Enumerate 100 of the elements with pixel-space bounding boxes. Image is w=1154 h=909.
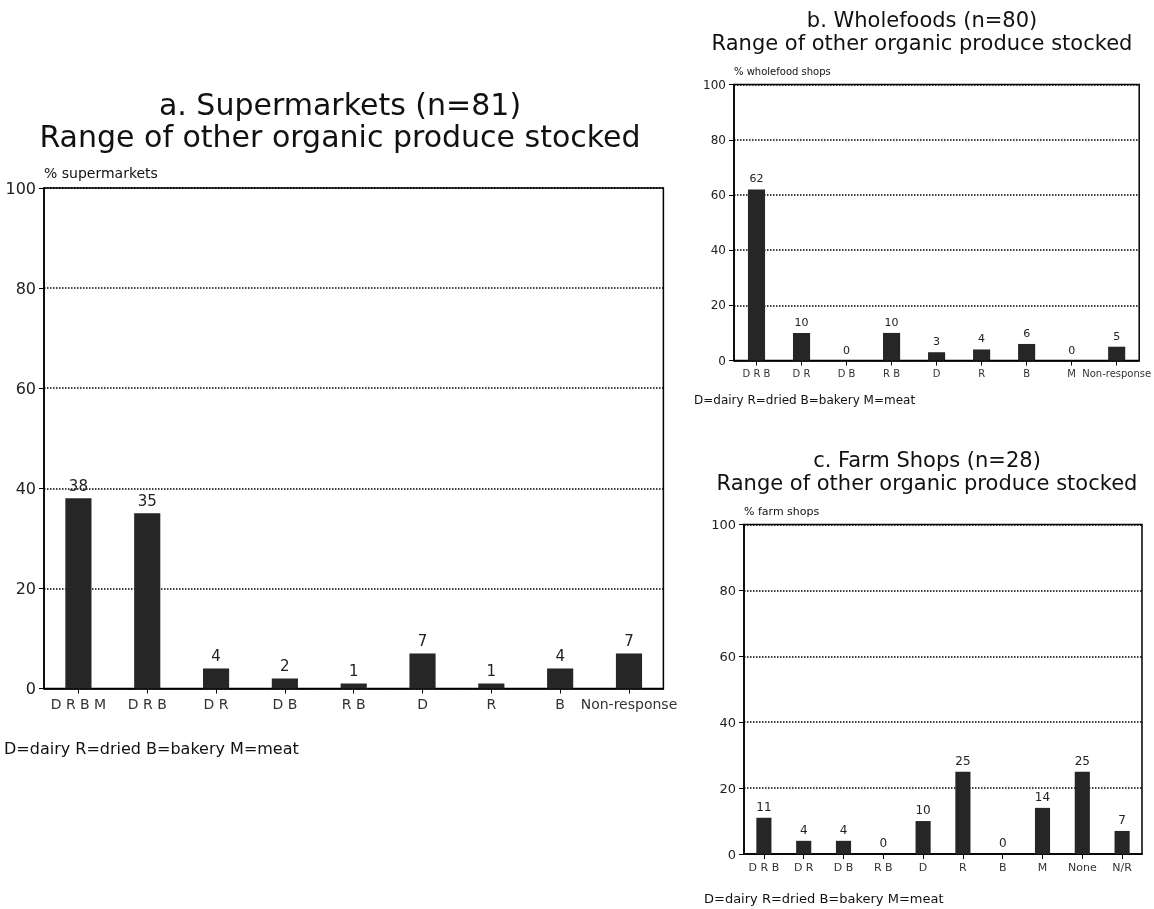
chart-title: b. Wholefoods (n=80): [806, 7, 1038, 32]
bar: [835, 840, 852, 854]
data-label: 10: [794, 315, 809, 329]
y-tick-label: 20: [719, 780, 736, 796]
data-label: 4: [978, 332, 986, 346]
bar: [271, 678, 298, 689]
x-tick-label: D R B: [748, 861, 780, 874]
data-label: 2: [280, 656, 290, 675]
x-tick-label: Non-response: [1082, 368, 1152, 379]
data-label: 6: [1023, 326, 1031, 340]
x-tick-label: N/R: [1112, 861, 1133, 874]
data-label: 11: [756, 799, 772, 814]
y-axis-title: % wholefood shops: [734, 66, 831, 78]
x-tick-label: D R B: [742, 368, 771, 379]
chart-subtitle: Range of other organic produce stocked: [716, 470, 1138, 495]
x-tick-label: M: [1067, 368, 1076, 379]
data-label: 25: [1074, 753, 1090, 768]
bar: [478, 683, 505, 689]
data-label: 10: [915, 803, 931, 818]
x-tick-label: R B: [341, 695, 366, 712]
y-tick-label: 80: [710, 132, 726, 147]
data-label: 0: [998, 836, 1007, 850]
y-tick-label: 40: [15, 478, 36, 498]
y-tick-label: 0: [25, 679, 36, 698]
y-tick-label: 100: [703, 77, 726, 92]
data-label: 0: [843, 343, 851, 357]
x-tick-label: B: [1023, 368, 1031, 379]
bar: [65, 498, 92, 689]
bar: [340, 683, 367, 689]
data-label: 10: [884, 315, 899, 329]
data-label: 7: [624, 631, 634, 650]
y-tick-label: 20: [15, 578, 36, 598]
data-label: 35: [137, 491, 157, 510]
data-label: 0: [879, 836, 888, 850]
bar: [955, 771, 971, 854]
y-tick-label: 60: [15, 378, 36, 398]
x-tick-label: D: [932, 368, 941, 379]
bar: [1114, 830, 1130, 854]
x-tick-label: D B: [833, 861, 854, 874]
y-tick-label: 40: [719, 714, 736, 730]
y-tick-label: 80: [719, 582, 736, 598]
y-tick-label: 0: [718, 353, 726, 368]
bar: [796, 840, 812, 854]
bar: [747, 189, 766, 361]
text: D=dairy R=dried B=bakery M=meat: [4, 738, 299, 758]
data-label: 38: [68, 476, 88, 495]
y-tick-label: 100: [711, 517, 736, 533]
data-label: 0: [1068, 343, 1076, 357]
bar: [409, 653, 436, 689]
y-tick-label: 40: [710, 243, 726, 258]
text: D=dairy R=dried B=bakery M=meat: [694, 393, 916, 407]
x-tick-label: D: [918, 861, 928, 874]
y-tick-label: 80: [15, 278, 36, 298]
bar: [134, 513, 161, 689]
x-tick-label: R B: [873, 861, 893, 874]
x-tick-label: B: [555, 695, 565, 712]
x-tick-label: D R: [793, 861, 814, 874]
bar: [756, 817, 772, 854]
x-tick-label: M: [1037, 861, 1048, 874]
bar: [1018, 343, 1036, 361]
data-label: 1: [486, 661, 497, 680]
x-tick-label: R: [978, 368, 986, 379]
data-label: 3: [933, 335, 941, 349]
data-label: 4: [839, 822, 848, 837]
y-tick-label: 60: [710, 187, 726, 202]
x-tick-label: R: [959, 861, 968, 874]
bar: [792, 332, 811, 361]
y-axis-title: % supermarkets: [44, 165, 158, 181]
chart-subtitle: Range of other organic produce stocked: [711, 30, 1133, 55]
data-label: 62: [749, 172, 764, 186]
chart-title: c. Farm Shops (n=28): [813, 447, 1041, 472]
x-tick-label: D B: [837, 368, 856, 379]
bar: [615, 653, 643, 689]
y-tick-label: 20: [710, 298, 726, 313]
x-tick-label: D R B M: [50, 695, 107, 712]
bar: [1074, 771, 1090, 854]
x-tick-label: B: [998, 861, 1007, 874]
bar: [202, 668, 230, 689]
data-label: 4: [799, 822, 808, 837]
x-tick-label: Non-response: [580, 695, 678, 712]
y-tick-label: 0: [727, 846, 736, 862]
x-tick-label: None: [1067, 861, 1097, 874]
data-label: 7: [417, 631, 428, 650]
bar: [915, 821, 931, 854]
data-label: 4: [555, 646, 565, 665]
x-tick-label: D: [417, 695, 428, 712]
data-label: 1: [348, 661, 359, 680]
y-tick-label: 100: [5, 178, 36, 198]
x-tick-label: R: [486, 695, 497, 712]
data-label: 7: [1118, 812, 1126, 827]
bar: [928, 352, 946, 361]
x-tick-label: D R: [203, 695, 229, 712]
data-label: 5: [1113, 329, 1121, 343]
x-tick-label: R B: [883, 368, 901, 379]
y-tick-label: 60: [719, 648, 736, 664]
y-axis-title: % farm shops: [744, 504, 820, 518]
data-label: 4: [211, 646, 221, 665]
bar: [547, 668, 574, 689]
bar: [883, 332, 901, 361]
x-tick-label: D B: [272, 695, 298, 712]
